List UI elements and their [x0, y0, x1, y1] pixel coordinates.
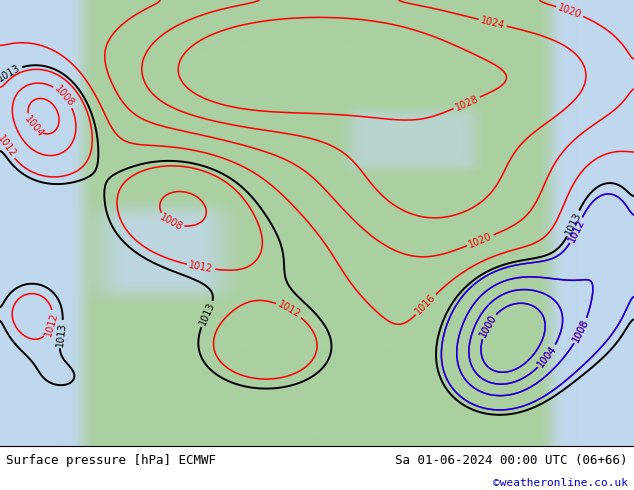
Text: 1013: 1013: [55, 321, 68, 347]
Text: 1008: 1008: [53, 84, 76, 109]
Text: 1013: 1013: [0, 63, 23, 84]
Text: 1008: 1008: [158, 212, 184, 233]
Text: 1012: 1012: [566, 217, 586, 244]
Text: 1004: 1004: [536, 344, 559, 369]
Text: 1013: 1013: [564, 210, 583, 237]
Text: 1024: 1024: [479, 15, 506, 30]
Text: 1012: 1012: [566, 217, 586, 244]
Text: Sa 01-06-2024 00:00 UTC (06+66): Sa 01-06-2024 00:00 UTC (06+66): [395, 454, 628, 466]
Text: 1008: 1008: [571, 318, 591, 344]
Text: 1000: 1000: [477, 313, 498, 339]
Text: 1020: 1020: [557, 2, 583, 20]
Text: 1008: 1008: [571, 318, 591, 344]
Text: 1012: 1012: [43, 311, 60, 337]
Text: 1012: 1012: [0, 133, 18, 159]
Text: 1000: 1000: [477, 313, 498, 339]
Text: ©weatheronline.co.uk: ©weatheronline.co.uk: [493, 478, 628, 489]
Text: 1004: 1004: [536, 344, 559, 369]
Text: 1012: 1012: [276, 299, 302, 320]
Text: 1004: 1004: [22, 114, 45, 139]
Text: 1020: 1020: [467, 231, 494, 249]
Text: 1012: 1012: [188, 260, 214, 274]
Text: Surface pressure [hPa] ECMWF: Surface pressure [hPa] ECMWF: [6, 454, 216, 466]
Text: 1016: 1016: [413, 293, 438, 317]
Text: 1028: 1028: [453, 93, 480, 112]
Text: 1013: 1013: [198, 301, 217, 327]
